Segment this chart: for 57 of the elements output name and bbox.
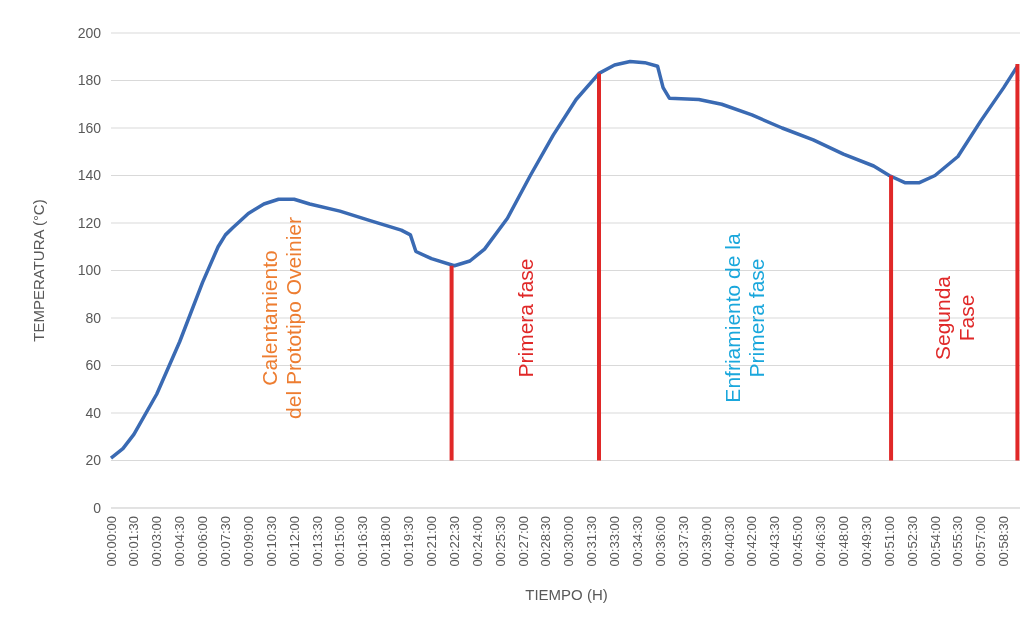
x-tick-label: 00:46:30 (813, 516, 829, 567)
y-tick-label: 60 (85, 357, 102, 374)
annotation: Segunda Fase (930, 275, 978, 361)
x-tick-label: 00:01:30 (126, 516, 142, 567)
y-tick-label: 180 (77, 72, 102, 89)
y-tick-label: 20 (85, 452, 102, 469)
x-tick-label: 00:18:00 (378, 516, 394, 567)
x-tick-label: 00:06:00 (195, 516, 211, 567)
x-tick-label: 00:25:30 (492, 516, 508, 567)
x-tick-label: 00:22:30 (446, 516, 462, 567)
annotation: Enfriamiento de la Primera fase (721, 233, 769, 403)
y-tick-label: 200 (77, 24, 102, 41)
x-tick-label: 00:57:00 (973, 516, 989, 567)
x-tick-label: 00:31:30 (584, 516, 600, 567)
x-tick-label: 00:37:30 (675, 516, 691, 567)
x-tick-label: 00:19:30 (401, 516, 417, 567)
x-tick-label: 00:09:00 (240, 516, 256, 567)
x-tick-label: 00:03:00 (149, 516, 165, 567)
x-tick-label: 00:30:00 (561, 516, 577, 567)
x-tick-label: 00:07:30 (218, 516, 233, 567)
x-tick-label: 00:00:00 (103, 516, 119, 567)
y-axis-title: TEMPERATURA (°C) (30, 199, 47, 342)
x-tick-label: 00:28:30 (538, 516, 554, 567)
y-tick-label: 140 (77, 167, 102, 184)
y-tick-label: 80 (85, 309, 102, 326)
y-tick-label: 40 (85, 404, 102, 421)
x-tick-label: 00:33:00 (607, 516, 623, 567)
x-tick-label: 00:48:00 (836, 516, 852, 567)
annotation: Calentamiento del Prototipo Oveinier (257, 217, 305, 419)
x-tick-label: 00:58:30 (996, 516, 1012, 567)
x-tick-label: 00:04:30 (172, 516, 188, 567)
x-tick-label: 00:36:00 (652, 516, 668, 567)
x-tick-label: 00:51:00 (881, 516, 897, 567)
y-tick-label: 160 (77, 119, 102, 136)
x-tick-label: 00:15:00 (332, 516, 348, 567)
x-tick-label: 00:12:00 (286, 516, 302, 567)
x-tick-label: 00:49:30 (858, 516, 874, 567)
x-tick-label: 00:42:00 (744, 516, 760, 567)
annotation: Primera fase (513, 258, 537, 378)
x-tick-label: 00:43:30 (767, 516, 783, 567)
x-axis-title: TIEMPO (H) (525, 586, 608, 603)
x-tick-label: 00:40:30 (721, 516, 737, 567)
x-tick-label: 00:54:00 (927, 516, 943, 567)
x-tick-label: 00:21:00 (424, 516, 439, 567)
x-tick-label: 00:55:30 (950, 516, 966, 567)
x-tick-label: 00:10:30 (263, 516, 279, 567)
y-tick-label: 100 (77, 262, 102, 279)
y-tick-label: 120 (77, 214, 102, 231)
x-tick-label: 00:27:00 (515, 516, 531, 567)
x-tick-label: 00:16:30 (355, 516, 371, 567)
x-tick-label: 00:39:00 (698, 516, 714, 567)
y-tick-label: 0 (93, 499, 102, 516)
x-tick-label: 00:24:00 (469, 516, 485, 567)
x-tick-label: 00:34:30 (630, 516, 646, 567)
x-tick-label: 00:13:30 (309, 516, 325, 567)
x-tick-label: 00:45:00 (790, 516, 806, 567)
x-tick-label: 00:52:30 (904, 516, 920, 567)
